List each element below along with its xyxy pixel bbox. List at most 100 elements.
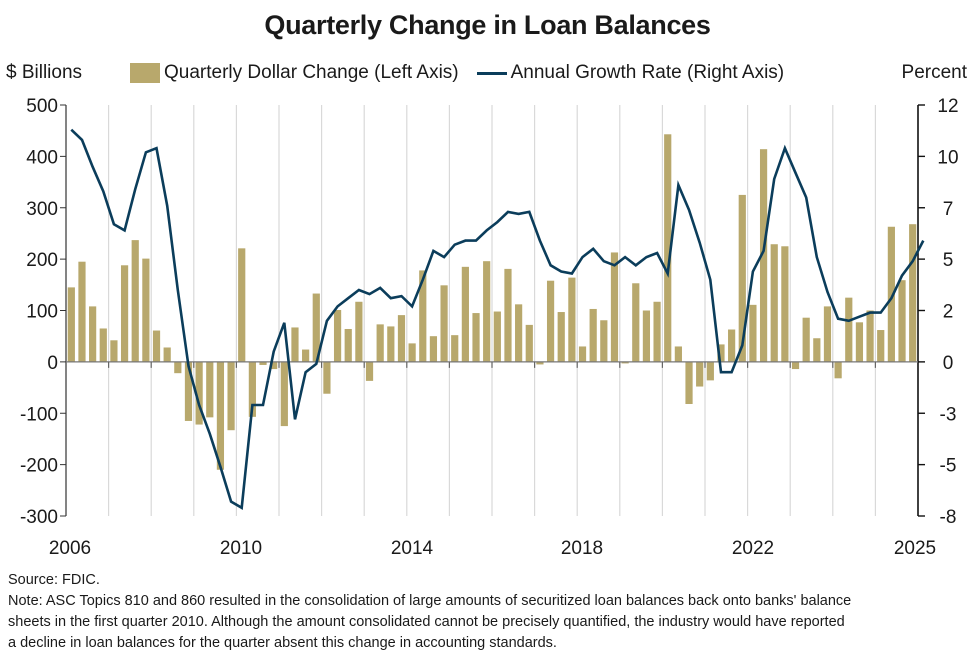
- bar: [728, 329, 736, 362]
- bar: [610, 252, 619, 362]
- bar: [472, 313, 480, 362]
- bar: [216, 361, 225, 470]
- bar: [685, 361, 693, 405]
- legend-line-label: Annual Growth Rate (Right Axis): [510, 62, 785, 83]
- bar: [759, 149, 768, 362]
- right-tick-label: 5: [943, 250, 954, 271]
- note-line-3: a decline in loan balances for the quart…: [8, 635, 557, 651]
- bar: [770, 244, 778, 362]
- bar-series: [67, 134, 917, 470]
- bar: [845, 297, 853, 362]
- bar: [99, 328, 107, 362]
- bar: [174, 361, 182, 374]
- bar: [184, 361, 193, 421]
- bar: [270, 361, 278, 370]
- bar: [600, 320, 608, 362]
- bar: [408, 343, 416, 362]
- bar: [823, 306, 832, 362]
- bar: [163, 347, 171, 362]
- x-tick-label: 2022: [732, 538, 774, 559]
- bar: [67, 287, 75, 362]
- bar: [323, 361, 331, 394]
- bar: [152, 330, 161, 362]
- legend-bars-label: Quarterly Dollar Change (Left Axis): [164, 62, 459, 83]
- gridlines: [107, 105, 877, 516]
- bar: [589, 308, 597, 362]
- bar: [525, 324, 533, 362]
- bar: [898, 280, 906, 362]
- right-tick-label: 0: [943, 353, 954, 374]
- left-axis-unit-label: $ Billions: [6, 62, 83, 83]
- left-tick-label: 100: [26, 302, 58, 323]
- bar: [909, 224, 917, 362]
- note-line-2: sheets in the first quarter 2010. Althou…: [8, 614, 845, 630]
- x-tick-label: 2014: [391, 538, 434, 559]
- line-swatch-icon: [476, 71, 507, 75]
- bar: [834, 361, 842, 379]
- bar: [877, 330, 885, 362]
- bar: [802, 317, 810, 362]
- bar: [131, 240, 139, 362]
- bar: [429, 336, 438, 362]
- bar: [632, 283, 640, 362]
- bar: [781, 246, 789, 362]
- bar: [78, 261, 86, 362]
- bar: [333, 309, 342, 362]
- bar: [142, 258, 150, 362]
- bar: [355, 301, 363, 362]
- bar: [536, 361, 544, 365]
- bar: [568, 277, 576, 362]
- bar: [259, 361, 267, 365]
- left-tick-label: 300: [26, 199, 58, 220]
- bar: [706, 361, 714, 381]
- x-tick-label: 2025: [894, 538, 936, 559]
- legend-item-bars: Quarterly Dollar Change (Left Axis): [130, 62, 459, 84]
- source-text: Source: FDIC.: [8, 572, 100, 588]
- bar: [664, 134, 672, 362]
- bar: [376, 324, 384, 362]
- bar: [440, 285, 448, 362]
- bar: [791, 361, 800, 370]
- bar: [238, 248, 246, 362]
- bar: [515, 304, 523, 362]
- bar: [312, 293, 320, 362]
- bar: [206, 361, 214, 418]
- left-tick-label: 400: [26, 147, 58, 168]
- bar: [696, 361, 704, 387]
- bar: [493, 311, 501, 362]
- bar: [344, 328, 352, 362]
- bar: [280, 361, 288, 427]
- bar: [855, 322, 864, 362]
- bar: [557, 312, 565, 362]
- right-tick-label: 12: [937, 96, 958, 117]
- bar: [866, 310, 874, 362]
- left-tick-label: -100: [20, 404, 58, 425]
- bar: [813, 338, 821, 362]
- bar: [195, 361, 203, 425]
- bar: [642, 310, 651, 362]
- chart-title: Quarterly Change in Loan Balances: [264, 10, 711, 40]
- chart-legend: Quarterly Dollar Change (Left Axis) Annu…: [130, 62, 802, 84]
- x-tick-label: 2010: [220, 538, 262, 559]
- bar: [248, 361, 256, 417]
- bar: [674, 346, 682, 362]
- bar: [419, 270, 427, 362]
- right-tick-label: 2: [943, 302, 954, 323]
- bar: [397, 315, 406, 362]
- bar: [578, 346, 587, 362]
- legend-item-line: Annual Growth Rate (Right Axis): [476, 62, 785, 84]
- bar: [451, 335, 459, 362]
- left-tick-label: 500: [26, 96, 58, 117]
- bar: [504, 268, 512, 362]
- right-tick-label: -5: [940, 456, 957, 477]
- bar: [621, 361, 629, 364]
- left-tick-label: -200: [20, 456, 58, 477]
- bar: [717, 344, 725, 362]
- bar: [749, 304, 757, 362]
- left-tick-label: 200: [26, 250, 58, 271]
- bar: [227, 361, 235, 431]
- bar: [483, 261, 491, 362]
- bar: [110, 340, 118, 362]
- bar-swatch-icon: [130, 63, 160, 83]
